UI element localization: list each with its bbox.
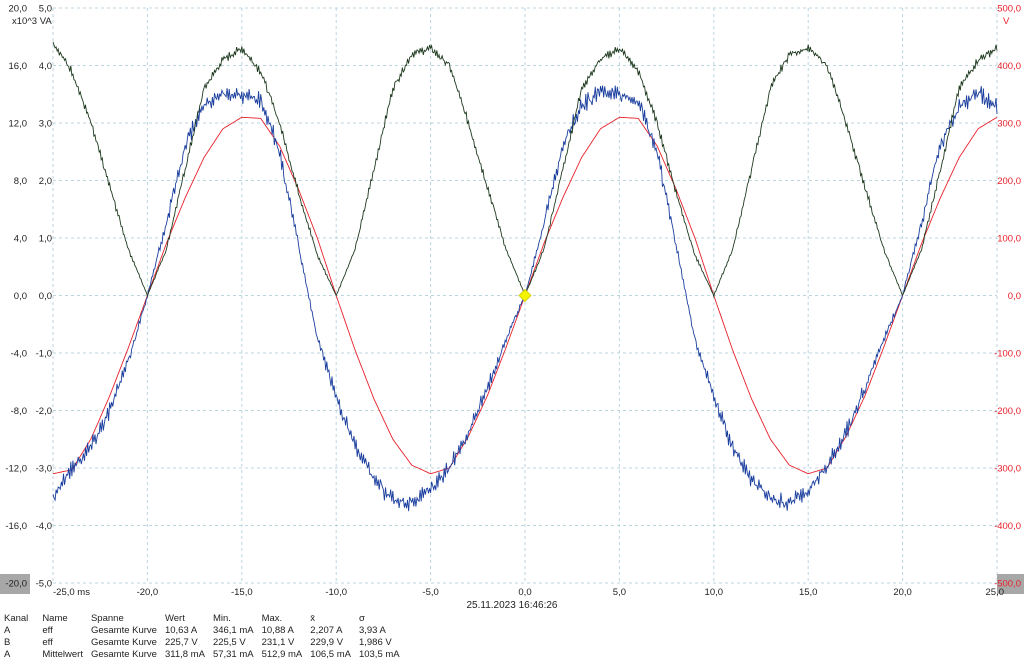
- stats-cell: eff: [42, 625, 53, 636]
- stats-cell: 106,5 mA: [310, 649, 351, 660]
- stats-cell: 10,88 A: [261, 625, 294, 636]
- stats-header-cell: Kanal: [4, 613, 29, 624]
- x-tick-label: -20,0: [137, 587, 159, 598]
- y-tick-label-inner: 3,0: [39, 119, 52, 130]
- x-tick-label: -25,0 ms: [53, 587, 90, 598]
- stats-row: A Mittelwert Gesamte Kurve 311,8 mA 57,31 mA…: [4, 649, 408, 661]
- scope-svg: 20,016,012,08,04,00,0-4,0-8,0-12,0-16,0-…: [0, 4, 1024, 598]
- y-tick-label-right: -500,0: [994, 579, 1021, 590]
- stats-header-cell: Max.: [261, 613, 283, 624]
- stats-cell: 2,207 A: [310, 625, 343, 636]
- y-tick-label-inner: -4,0: [36, 521, 52, 532]
- y-tick-label-outer: 16,0: [9, 61, 28, 72]
- y-tick-label-outer: 0,0: [14, 291, 27, 302]
- stats-header-cell: Spanne: [90, 613, 124, 624]
- y-tick-label-right: 200,0: [997, 176, 1021, 187]
- y-tick-label-outer: -20,0: [5, 579, 27, 590]
- y-tick-label-right: 100,0: [997, 234, 1021, 245]
- stats-cell: B: [4, 637, 11, 648]
- left-axis-end-marker: [0, 574, 30, 594]
- stats-cell: 103,5 mA: [358, 649, 400, 660]
- stats-header-cell: x̄: [310, 613, 316, 624]
- stats-cell: eff: [42, 637, 53, 648]
- stats-cell: A: [4, 649, 11, 660]
- y-tick-label-right: -400,0: [994, 521, 1021, 532]
- y-tick-label-outer: 8,0: [14, 176, 27, 187]
- x-tick-label: 15,0: [799, 587, 818, 598]
- y-tick-label-outer: -16,0: [5, 521, 27, 532]
- stats-cell: Mittelwert: [42, 649, 83, 660]
- stats-cell: A: [4, 625, 11, 636]
- stats-cell: 229,9 V: [310, 637, 344, 648]
- stats-cell: 311,8 mA: [164, 649, 205, 660]
- y-tick-label-inner: 2,0: [39, 176, 52, 187]
- stats-cell: Gesamte Kurve: [90, 649, 157, 660]
- stats-cell: 225,5 V: [212, 637, 246, 648]
- y-tick-label-right: -300,0: [994, 464, 1021, 475]
- stats-cell: 346,1 mA: [212, 625, 254, 636]
- stats-header-cell: Wert: [164, 613, 185, 624]
- right-axis-end-marker: [997, 574, 1024, 594]
- y-tick-label-outer: 12,0: [9, 119, 28, 130]
- y-tick-label-inner: -5,0: [36, 579, 52, 590]
- x-tick-label: -15,0: [231, 587, 253, 598]
- stats-cell: Gesamte Kurve: [90, 637, 157, 648]
- y-tick-label-outer: -8,0: [11, 406, 27, 417]
- y-tick-label-right: 300,0: [997, 119, 1021, 130]
- stats-header-cell: Min.: [212, 613, 231, 624]
- y-tick-label-inner: 0,0: [39, 291, 52, 302]
- y-tick-label-inner: -2,0: [36, 406, 52, 417]
- y-tick-label-inner: -1,0: [36, 349, 52, 360]
- capture-timestamp: 25.11.2023 16:46:26: [466, 600, 558, 611]
- y-tick-label-right: 0,0: [1008, 291, 1021, 302]
- y-tick-label-inner: 5,0: [39, 4, 52, 15]
- stats-cell: 10,63 A: [164, 625, 198, 636]
- y-tick-label-outer: -12,0: [5, 464, 27, 475]
- x-tick-label: 10,0: [705, 587, 724, 598]
- y-tick-label-right: 400,0: [997, 61, 1021, 72]
- stats-cell: 3,93 A: [358, 625, 386, 636]
- stats-cell: 512,9 mA: [261, 649, 303, 660]
- stats-cell: 225,7 V: [164, 637, 198, 648]
- y-tick-label-right: -100,0: [994, 349, 1021, 360]
- stats-header-row: Kanal Name Spanne Wert Min. Max. x̄ σ: [4, 613, 408, 625]
- y-tick-label-inner: 1,0: [39, 234, 52, 245]
- x-tick-label: 0,0: [518, 587, 531, 598]
- y-tick-label-outer: 20,0: [9, 4, 28, 15]
- stats-header-cell: σ: [358, 613, 365, 624]
- stats-cell: 57,31 mA: [212, 649, 254, 660]
- x-tick-label: -10,0: [325, 587, 347, 598]
- x-tick-label: 20,0: [893, 587, 912, 598]
- x-tick-label: 5,0: [613, 587, 626, 598]
- y-tick-label-inner: 4,0: [39, 61, 52, 72]
- y-tick-label-right: -200,0: [994, 406, 1021, 417]
- y-tick-label-inner: -3,0: [36, 464, 52, 475]
- stats-cell: 231,1 V: [261, 637, 295, 648]
- y-tick-label-right: 500,0: [997, 4, 1021, 15]
- stats-header-cell: Name: [42, 613, 68, 624]
- cursor-marker: [518, 288, 532, 303]
- stats-cell: Gesamte Kurve: [90, 625, 157, 636]
- y-tick-label-outer: 4,0: [14, 234, 27, 245]
- y-tick-label-outer: -4,0: [11, 349, 27, 360]
- left-axis-unit: x10^3 VA: [12, 16, 52, 27]
- x-tick-label: 25,0: [986, 587, 1005, 598]
- right-axis-unit: V: [1003, 16, 1010, 27]
- scope-plot[interactable]: 20,0 16,0 12,0 8,0 4,0 0,0 -4,0 -8,0 -12,0 -16,0-…: [0, 0, 1024, 600]
- x-tick-label: -5,0: [422, 587, 438, 598]
- stats-cell: 1,986 V: [358, 637, 392, 648]
